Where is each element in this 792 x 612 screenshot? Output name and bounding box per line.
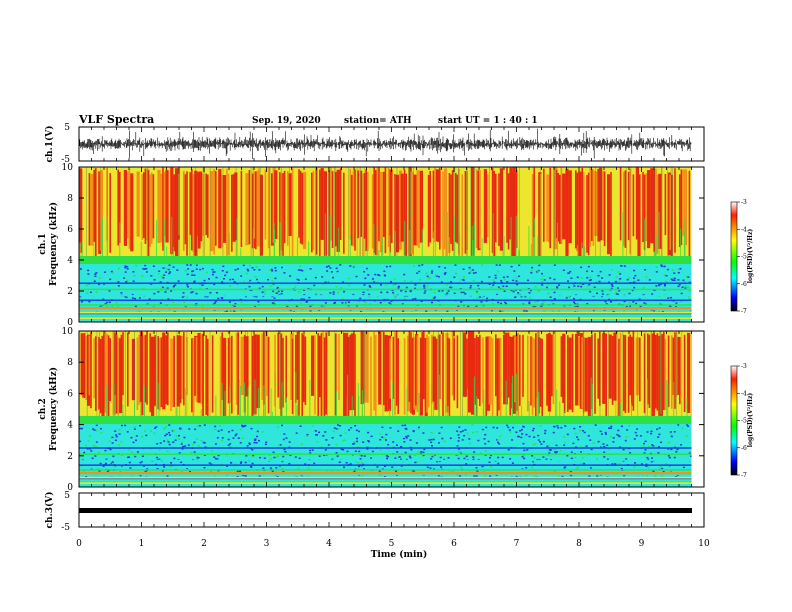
ch1-spectrogram-image [79, 167, 704, 322]
ch1-colorbar-tick-label: -3 [741, 199, 747, 206]
ch2-spectrogram-ylabel-channel: ch.2 [38, 398, 48, 419]
x-axis-tick-labels: 0 1 2 3 4 5 6 7 8 9 10 [76, 539, 710, 549]
ch2-spectrogram-ytick-label: 0 [67, 483, 73, 493]
ch2-spectrogram-ytick-label: 2 [67, 452, 73, 462]
ch1-colorbar [730, 201, 738, 312]
ch1-ytick-bottom: -5 [61, 155, 70, 165]
ch1-colorbar-tick-label: -5 [741, 254, 747, 261]
ch1-spectrogram-ytick-label: 8 [67, 194, 73, 204]
ch3-waveform-trace [79, 508, 692, 513]
x-tick-label: 8 [576, 539, 582, 549]
ch3-waveform-panel: 5 -5 ch.3(V) [44, 491, 705, 533]
ch1-colorbar-tick-label: -7 [741, 308, 747, 315]
x-tick-label: 5 [389, 539, 395, 549]
ch2-spectrogram-ytick-label: 10 [62, 327, 74, 337]
ch3-waveform-ylabel: ch.3(V) [44, 492, 55, 529]
x-tick-label: 0 [76, 539, 82, 549]
ch2-spectrogram-ylabel-frequency: Frequency (kHz) [48, 367, 59, 451]
ch1-waveform-panel: 5 -5 ch.1(V) [44, 123, 705, 165]
ch1-spectrogram-ylabel-channel: ch.1 [38, 233, 48, 254]
ch2-colorbar-tick-label: -5 [741, 418, 747, 425]
ch3-ytick-bottom: -5 [61, 523, 70, 533]
ch2-spectrogram-ytick-label: 6 [67, 389, 73, 399]
x-tick-label: 2 [201, 539, 207, 549]
ch1-colorbar-tick-label: -4 [741, 226, 747, 233]
ch1-colorbar-label: log(PSD)(V²/Hz) [747, 229, 754, 284]
x-tick-label: 3 [264, 539, 270, 549]
header-start-time: start UT = 1 : 40 : 1 [438, 116, 538, 126]
ch2-colorbar-label: log(PSD)(V²/Hz) [747, 393, 754, 448]
ch1-spectrogram-ytick-label: 6 [67, 225, 73, 235]
ch3-ytick-top: 5 [64, 491, 70, 501]
ch2-colorbar-tick-label: -4 [741, 390, 747, 397]
x-tick-label: 1 [139, 539, 145, 549]
x-tick-label: 9 [639, 539, 645, 549]
ch1-ytick-top: 5 [64, 123, 70, 133]
ch1-spectrogram-ytick-label: 4 [67, 256, 73, 266]
ch2-spectrogram-image [79, 331, 704, 487]
ch2-colorbar-tick-label: -6 [741, 445, 747, 452]
x-tick-label: 4 [326, 539, 332, 549]
ch1-spectrogram-ylabel-frequency: Frequency (kHz) [48, 202, 59, 286]
x-tick-label: 6 [451, 539, 457, 549]
ch1-waveform-ylabel: ch.1(V) [44, 126, 55, 163]
ch2-spectrogram-ytick-label: 4 [67, 421, 73, 431]
ch1-spectrogram-ytick-label: 0 [67, 318, 73, 328]
ch2-colorbar-tick-label: -3 [741, 363, 747, 370]
ch1-waveform-trace [78, 128, 692, 159]
x-axis-ticks [78, 127, 705, 527]
header-station: station= ATH [344, 116, 412, 126]
figure-title: VLF Spectra [78, 113, 154, 126]
ch2-spectrogram-ytick-label: 8 [67, 358, 73, 368]
header-date: Sep. 19, 2020 [252, 116, 321, 126]
x-tick-label: 7 [514, 539, 520, 549]
ch1-spectrogram-ytick-label: 2 [67, 287, 73, 297]
x-axis-label: Time (min) [371, 549, 428, 560]
ch1-spectrogram-ytick-label: 10 [62, 163, 74, 173]
ch2-colorbar [730, 365, 738, 476]
ch2-colorbar-tick-label: -7 [741, 472, 747, 479]
x-tick-label: 10 [698, 539, 710, 549]
ch1-colorbar-tick-label: -6 [741, 281, 747, 288]
